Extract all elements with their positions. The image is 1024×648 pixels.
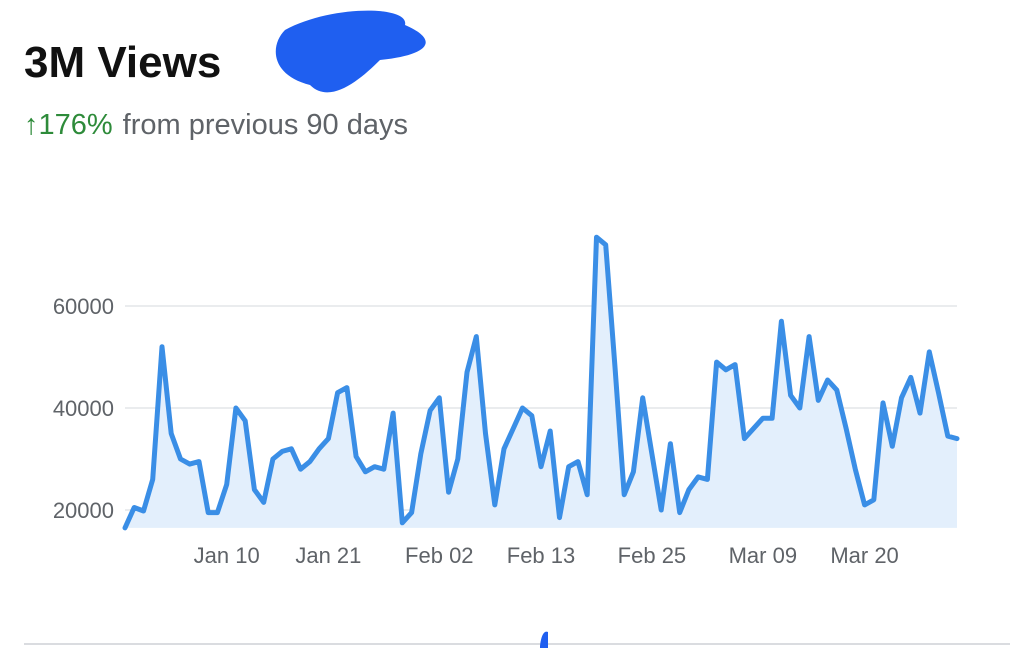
x-tick-label: Feb 02 xyxy=(405,543,474,568)
area xyxy=(125,237,957,528)
marker xyxy=(540,631,548,648)
x-tick-label: Feb 25 xyxy=(618,543,687,568)
change-line: ↑176% from previous 90 days xyxy=(24,109,408,141)
x-tick-label: Jan 21 xyxy=(295,543,361,568)
y-tick-label: 40000 xyxy=(53,396,114,421)
change-text: from previous 90 days xyxy=(123,109,408,141)
x-tick-label: Mar 20 xyxy=(830,543,898,568)
y-tick-label: 60000 xyxy=(53,294,114,319)
x-tick-label: Mar 09 xyxy=(729,543,797,568)
plot: 20000 40000 60000 Jan 10 Jan 21 Feb 02 Feb 13 F… xyxy=(53,234,960,568)
y-tick-label: 20000 xyxy=(53,498,114,523)
line xyxy=(122,234,960,531)
redaction-scribble xyxy=(275,10,426,93)
change-value: ↑176% xyxy=(24,109,113,141)
x-tick-label: Jan 10 xyxy=(194,543,260,568)
x-tick-label: Feb 13 xyxy=(507,543,576,568)
chart-title: 3M Views xyxy=(24,38,221,87)
